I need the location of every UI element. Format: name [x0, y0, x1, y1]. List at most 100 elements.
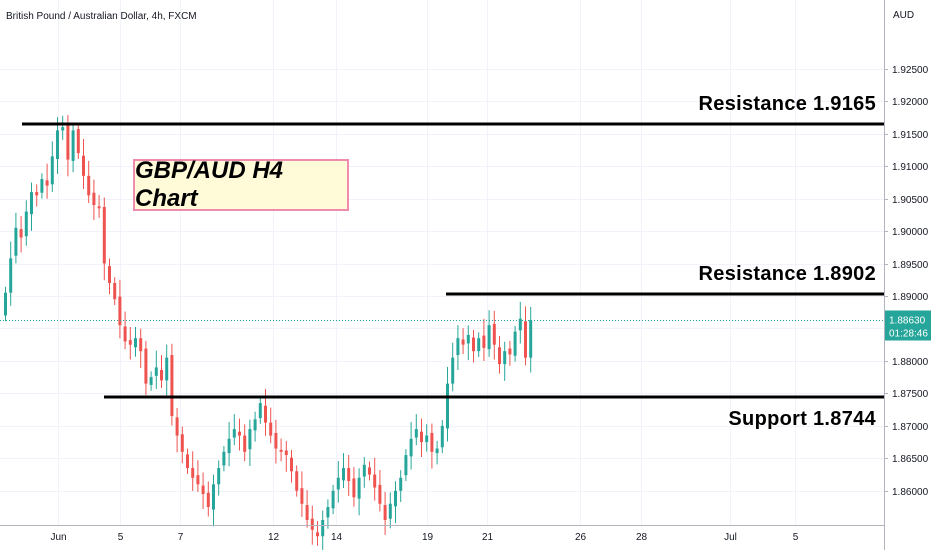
chart-annotation-box[interactable]: GBP/AUD H4 Chart: [133, 157, 349, 212]
candle-body: [472, 337, 475, 352]
y-tick-label: 1.91500: [892, 130, 929, 141]
candle-body: [409, 438, 413, 457]
candle: [284, 441, 288, 472]
candle-body: [477, 338, 481, 352]
candle-body: [264, 405, 267, 423]
candle-body: [61, 127, 65, 131]
horizontal-levels[interactable]: Resistance 1.91651.91641 Resistance 1.890…: [22, 93, 931, 430]
candle-body: [466, 334, 470, 344]
chart-annotation-text: GBP/AUD H4 Chart: [135, 157, 284, 212]
candle-body: [295, 471, 299, 491]
candle-body: [492, 323, 496, 345]
candle: [347, 454, 351, 496]
x-tick-label: 28: [636, 532, 648, 543]
candle-body: [123, 326, 127, 342]
candle: [290, 450, 293, 483]
candle-body: [66, 124, 70, 160]
candle-body: [212, 484, 215, 510]
candle: [196, 460, 200, 492]
candle-body: [144, 348, 148, 384]
candle: [19, 215, 23, 253]
y-tick-label: 1.91000: [892, 162, 929, 173]
candle-body: [30, 192, 33, 215]
candle-body: [342, 468, 345, 481]
y-tick-label: 1.90500: [892, 195, 929, 206]
candle: [425, 424, 429, 452]
candle: [232, 414, 236, 446]
candle-body: [71, 130, 75, 161]
candle-body: [134, 338, 137, 348]
candle: [248, 419, 252, 466]
x-tick-label: 26: [575, 532, 587, 543]
candle: [513, 325, 517, 362]
candle-body: [14, 227, 18, 256]
y-tick-label: 1.87500: [892, 389, 929, 400]
candle-body: [82, 155, 85, 176]
candle-body: [40, 179, 44, 193]
candle: [383, 491, 387, 535]
candle: [409, 422, 413, 470]
candle-body: [513, 331, 517, 356]
candle: [87, 160, 91, 203]
candle-body: [56, 130, 59, 159]
candle: [529, 306, 533, 373]
candle: [154, 350, 158, 389]
y-tick-label: 1.92500: [892, 65, 929, 76]
candle-body: [139, 338, 143, 352]
symbol-title: British Pound / Australian Dollar, 4h, F…: [6, 11, 197, 22]
candle-body: [508, 348, 512, 355]
candle: [186, 448, 189, 474]
candle: [160, 355, 163, 389]
candle-body: [160, 370, 163, 381]
candle-body: [232, 429, 236, 438]
candle: [258, 397, 262, 424]
x-tick-label: 5: [118, 532, 124, 543]
candle: [399, 470, 403, 503]
candle-body: [503, 351, 507, 365]
candle: [4, 286, 7, 322]
candle-body: [498, 347, 501, 365]
y-tick-label: 1.92000: [892, 97, 929, 108]
candle-body: [316, 532, 319, 537]
candle-body: [451, 357, 455, 384]
candle: [498, 335, 501, 374]
candle: [456, 325, 460, 370]
candle: [518, 301, 522, 344]
candle-body: [425, 435, 429, 443]
candle-body: [383, 505, 387, 520]
y-tick-label: 1.87000: [892, 422, 929, 433]
candle-body: [4, 292, 7, 316]
candle: [336, 461, 340, 503]
candle: [279, 438, 283, 462]
candle-body: [487, 325, 491, 350]
candle: [430, 423, 434, 469]
candle-body: [269, 422, 273, 436]
candle: [76, 123, 80, 159]
candle: [227, 422, 231, 467]
last-price-value: 1.88630: [889, 316, 926, 327]
candle-body: [45, 180, 49, 186]
candle: [61, 115, 65, 140]
candle-body: [347, 468, 351, 482]
candle: [368, 461, 371, 481]
y-tick-label: 1.89000: [892, 292, 929, 303]
y-tick-label: 1.90000: [892, 227, 929, 238]
candle: [508, 340, 512, 366]
candle: [404, 449, 408, 482]
x-tick-label: 5: [793, 532, 799, 543]
candle: [238, 418, 241, 451]
candle: [14, 212, 18, 264]
candle: [274, 419, 278, 464]
price-axis: 1.860001.865001.870001.875001.880001.885…: [884, 0, 932, 550]
candle: [191, 451, 195, 491]
candle-body: [196, 475, 200, 485]
candle: [378, 470, 382, 512]
candle: [352, 467, 356, 507]
x-tick-label: 12: [268, 532, 280, 543]
candle: [128, 327, 132, 360]
candle: [331, 484, 335, 515]
candle: [466, 325, 470, 361]
candle: [269, 407, 273, 444]
